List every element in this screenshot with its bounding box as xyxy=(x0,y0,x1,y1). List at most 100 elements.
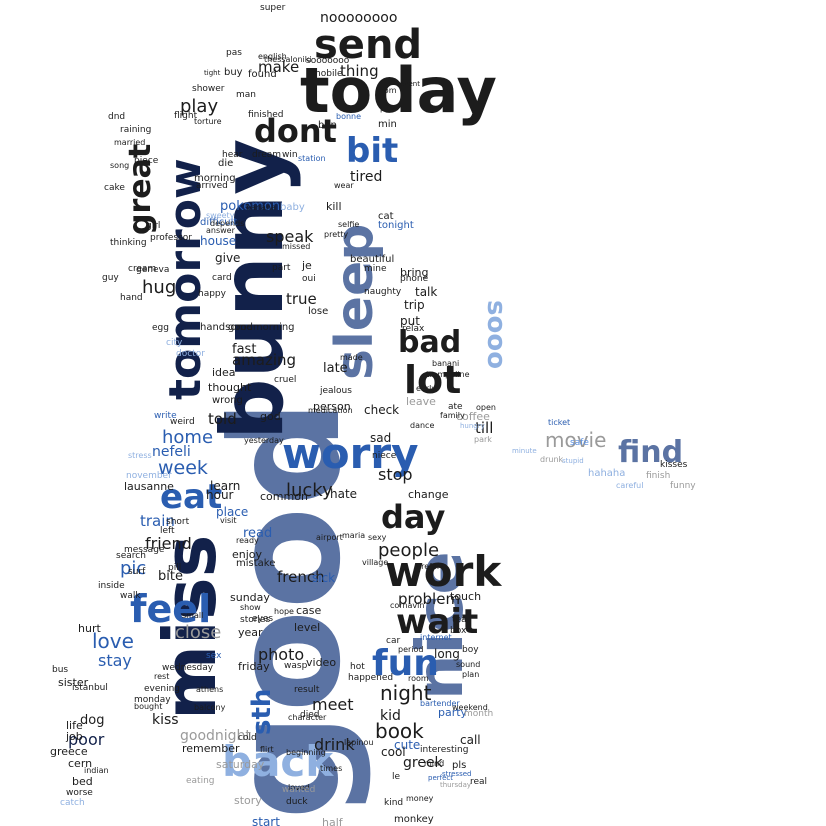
word-evening: evening xyxy=(144,684,180,694)
word-sweety: sweety xyxy=(206,211,235,220)
word-tight: tight xyxy=(204,69,221,77)
word-meet: meet xyxy=(312,695,354,714)
word-bit: bit xyxy=(346,131,398,171)
word-dog: dog xyxy=(80,713,104,728)
word-greece: greece xyxy=(50,745,88,758)
word-year: year xyxy=(238,626,263,639)
word-hate: hate xyxy=(330,487,357,501)
word-event: event xyxy=(400,80,420,88)
word-missed: missed xyxy=(282,242,310,251)
word-super: super xyxy=(260,3,286,13)
word-happened: happened xyxy=(348,673,393,683)
word-kiss: kiss xyxy=(152,712,179,728)
word-worry: worry xyxy=(282,429,418,478)
word-make: make xyxy=(258,58,299,76)
word-left: left xyxy=(160,526,175,536)
word-eating: eating xyxy=(186,776,215,786)
word-wear: wear xyxy=(334,181,354,190)
word-thursday: thursday xyxy=(440,781,471,789)
word-girl: girl xyxy=(146,221,160,231)
word-party: party xyxy=(438,706,468,719)
word-friday: friday xyxy=(238,660,270,673)
word-wasp: wasp xyxy=(284,661,308,671)
word-stories: stories xyxy=(240,615,270,625)
word-greek: greek xyxy=(403,755,444,771)
word-bed: bed xyxy=(72,775,93,788)
word-goodmorning: goodmorning xyxy=(228,322,295,333)
word-poor: poor xyxy=(68,730,105,749)
word-stressed: stressed xyxy=(442,770,471,778)
word-coffee: coffee xyxy=(456,410,490,423)
word-idea: idea xyxy=(212,366,236,379)
word-wait: wait xyxy=(396,602,478,642)
word-sunday: sunday xyxy=(230,591,270,604)
word-room: room xyxy=(408,674,429,683)
word-answer: answer xyxy=(206,226,236,235)
word-nefeli: nefeli xyxy=(152,444,191,460)
word-istanbul: istanbul xyxy=(72,683,108,693)
word-raining: raining xyxy=(120,125,151,135)
word-balcony: balcony xyxy=(194,703,226,712)
word-saturday: saturday xyxy=(216,758,265,771)
word-lucky: lucky xyxy=(286,480,333,501)
word-job: job xyxy=(65,730,83,743)
word-walk: walk xyxy=(120,591,141,601)
word-station: station xyxy=(298,154,326,163)
word-sad: sad xyxy=(370,431,391,445)
word-kid: kid xyxy=(380,708,401,724)
word-hot: hot xyxy=(350,662,365,672)
word-nice: nice xyxy=(404,551,478,700)
word-dont: dont xyxy=(254,112,337,150)
word-fun: fun xyxy=(372,643,439,684)
word-morning: morning xyxy=(194,173,236,184)
word-ticket: ticket xyxy=(548,418,570,427)
word-careful: careful xyxy=(616,481,643,490)
word-mine: mine xyxy=(364,264,387,274)
word-happy: happy xyxy=(198,289,227,299)
word-kisses: kisses xyxy=(660,460,688,470)
word-perfect: perfect xyxy=(428,774,453,782)
word-bought: bought xyxy=(134,702,162,711)
word-died: died xyxy=(300,710,319,720)
word-small: small xyxy=(182,611,203,620)
word-park: park xyxy=(474,435,492,444)
word-bring: bring xyxy=(400,266,429,279)
word-miss: miss xyxy=(148,535,232,720)
word-worse: worse xyxy=(66,788,93,798)
word-early: early xyxy=(416,384,436,393)
word-half: half xyxy=(322,816,344,826)
word-lot: lot xyxy=(404,358,461,402)
word-write: write xyxy=(154,411,177,421)
word-close: close xyxy=(175,622,221,643)
word-train: train xyxy=(140,512,175,530)
word-dnd: dnd xyxy=(108,112,125,122)
word-send: send xyxy=(314,22,422,68)
word-thing: thing xyxy=(340,62,379,80)
word-hungry: hungry xyxy=(460,422,485,430)
word-le: le xyxy=(392,772,401,782)
word-egg: egg xyxy=(152,323,169,333)
word-sick: sick xyxy=(312,571,335,585)
word-home: home xyxy=(162,427,213,448)
word-naughty: naughty xyxy=(364,287,402,297)
word-bartender: bartender xyxy=(420,699,460,708)
word-eat: eat xyxy=(160,477,222,517)
word-plan: plan xyxy=(462,670,479,679)
word-loved: loved xyxy=(288,783,310,792)
word-bunny: bunny xyxy=(203,139,303,440)
word-week: week xyxy=(158,457,208,479)
word-read: read xyxy=(243,526,272,541)
word-message: message xyxy=(124,545,165,555)
word-win: win xyxy=(282,150,298,160)
word-part: part xyxy=(272,263,291,273)
word-mom: mom xyxy=(376,86,397,95)
word-thought: thought xyxy=(208,381,252,394)
word-tired: tired xyxy=(350,169,382,185)
word-torture: torture xyxy=(194,117,222,126)
word-finished: finished xyxy=(248,110,284,120)
word-november: november xyxy=(126,471,172,481)
word-noooooooo: noooooooo xyxy=(320,10,397,26)
word-sex: sex xyxy=(206,651,222,661)
word-difficult: difficult xyxy=(200,217,237,228)
word-oui: oui xyxy=(302,274,316,284)
